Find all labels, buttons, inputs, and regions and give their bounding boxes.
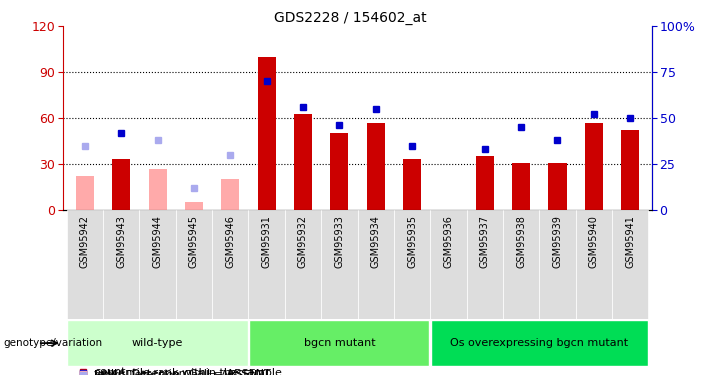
Bar [621, 130, 639, 210]
Text: genotype/variation: genotype/variation [4, 338, 102, 348]
Bar [249, 320, 430, 366]
Bar [112, 159, 130, 210]
Text: value, Detection Call = ABSENT: value, Detection Call = ABSENT [94, 369, 271, 375]
Bar [149, 169, 167, 210]
Text: GSM95937: GSM95937 [479, 215, 490, 268]
Bar [539, 210, 576, 319]
Bar [512, 162, 530, 210]
Text: GSM95945: GSM95945 [189, 215, 199, 268]
Bar [185, 202, 203, 210]
Text: GSM95934: GSM95934 [371, 215, 381, 268]
Bar [403, 159, 421, 210]
Text: GSM95942: GSM95942 [80, 215, 90, 268]
Bar [585, 123, 603, 210]
Bar [257, 57, 275, 210]
Text: GSM95940: GSM95940 [589, 215, 599, 268]
Bar [76, 176, 94, 210]
Bar [548, 162, 566, 210]
Text: GSM95944: GSM95944 [153, 215, 163, 268]
Text: Os overexpressing bgcn mutant: Os overexpressing bgcn mutant [450, 338, 628, 348]
Bar [321, 210, 358, 319]
Bar [103, 210, 139, 319]
Bar [358, 210, 394, 319]
Bar [330, 134, 348, 210]
Bar [612, 210, 648, 319]
Bar [67, 320, 247, 366]
Bar [476, 156, 494, 210]
Text: GSM95946: GSM95946 [225, 215, 236, 268]
Text: rank, Detection Call = ABSENT: rank, Detection Call = ABSENT [94, 369, 266, 375]
Text: GDS2228 / 154602_at: GDS2228 / 154602_at [274, 11, 427, 25]
Bar [431, 320, 648, 366]
Bar [467, 210, 503, 319]
Bar [248, 210, 285, 319]
Bar [294, 114, 312, 210]
Bar [430, 210, 467, 319]
Text: wild-type: wild-type [132, 338, 183, 348]
Bar [176, 210, 212, 319]
Bar [576, 210, 612, 319]
Text: GSM95938: GSM95938 [516, 215, 526, 268]
Bar [285, 210, 321, 319]
Text: GSM95936: GSM95936 [443, 215, 454, 268]
Text: GSM95933: GSM95933 [334, 215, 344, 268]
Text: bgcn mutant: bgcn mutant [304, 338, 375, 348]
Text: count: count [94, 367, 125, 375]
Text: GSM95941: GSM95941 [625, 215, 635, 268]
Text: GSM95935: GSM95935 [407, 215, 417, 268]
Text: GSM95943: GSM95943 [116, 215, 126, 268]
Bar [503, 210, 539, 319]
Bar [367, 123, 385, 210]
Text: GSM95931: GSM95931 [261, 215, 272, 268]
Text: GSM95932: GSM95932 [298, 215, 308, 268]
Bar [212, 210, 248, 319]
Bar [394, 210, 430, 319]
Bar [67, 210, 103, 319]
Bar [222, 179, 239, 210]
Text: percentile rank within the sample: percentile rank within the sample [94, 368, 283, 375]
Bar [139, 210, 176, 319]
Text: GSM95939: GSM95939 [552, 215, 562, 268]
